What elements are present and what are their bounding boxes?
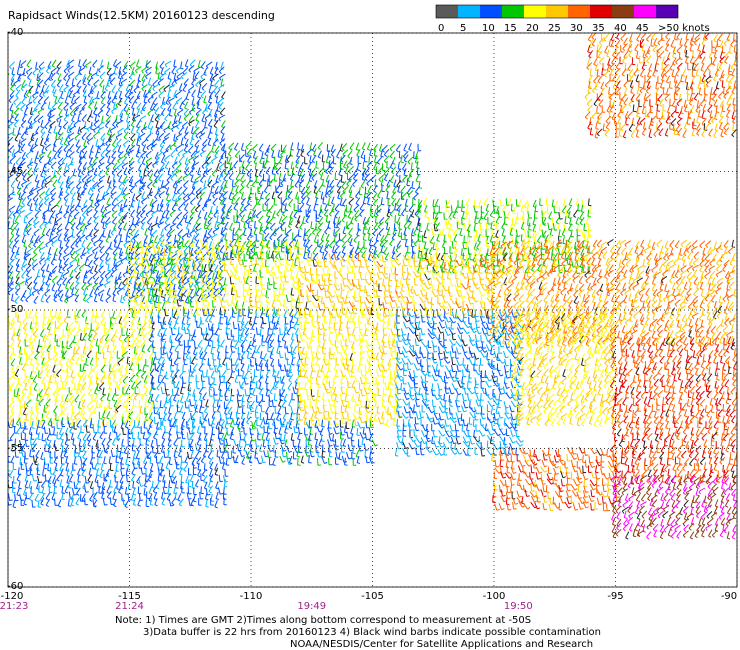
wind-region [609,336,737,485]
wind-region [295,308,402,427]
colorbar: 0 5 10 15 20 25 30 35 40 45 >50 knots [435,4,710,34]
colorbar-label: 10 [482,23,495,34]
colorbar-label: 30 [570,23,583,34]
wind-region [297,253,498,318]
wind-region [486,238,737,347]
wind-region [610,474,737,540]
y-tick-label: -45 [7,165,24,177]
colorbar-swatch [656,5,678,18]
colorbar-label: 15 [504,23,517,34]
wind-region [223,419,379,467]
colorbar-swatch [590,5,612,18]
wind-region [491,446,622,512]
x-tick-label: -105 [361,591,384,602]
x-tick-label: -115 [118,591,141,602]
wind-region [511,308,616,428]
colorbar-label: 0 [438,23,444,34]
wind-region [584,33,737,139]
colorbar-swatch [502,5,524,18]
colorbar-label: >50 knots [658,23,710,34]
note-line-1: Note: 1) Times are GMT 2)Times along bot… [115,615,532,626]
x-tick-label: -110 [239,591,263,602]
pass-time-label: 21:24 [115,601,144,612]
x-tick-label: -95 [607,591,624,602]
colorbar-label: 45 [636,23,649,34]
note-line-3: NOAA/NESDIS/Center for Satellite Applica… [290,639,594,650]
colorbar-label: 25 [548,23,561,34]
colorbar-swatch [612,5,634,18]
colorbar-swatch [524,5,546,18]
colorbar-swatch [436,5,458,18]
colorbar-swatch [458,5,480,18]
colorbar-swatch [546,5,568,18]
colorbar-label: 20 [526,23,539,34]
colorbar-swatch [480,5,502,18]
colorbar-label: 5 [460,23,466,34]
wind-region [8,59,227,305]
wind-barbs-layer [8,33,737,540]
y-tick-label: -60 [7,581,24,592]
colorbar-swatch [568,5,590,18]
note-line-2: 3)Data buffer is 22 hrs from 20160123 4)… [143,627,601,638]
wind-region [394,308,525,457]
pass-time-label: 19:50 [503,601,533,612]
x-tick-label: -90 [720,591,738,602]
pass-time-label: 21:23 [0,601,29,612]
plot-frame [7,32,738,588]
y-tick-label: -55 [7,442,24,454]
y-tick-label: -50 [7,304,24,315]
y-tick-label: -40 [7,27,24,38]
wind-region [148,308,303,428]
x-tick-label: -120 [0,591,24,602]
colorbar-label: 40 [614,23,627,34]
wind-region [415,197,594,275]
wind-region [125,239,304,317]
colorbar-label: 35 [592,23,605,34]
wind-region [8,419,229,509]
pass-time-label: 19:49 [297,601,327,612]
colorbar-swatch [634,5,656,18]
wind-region [8,308,156,428]
x-tick-label: -100 [482,591,506,602]
wind-region [220,141,423,261]
chart-title: Rapidsact Winds(12.5KM) 20160123 descend… [8,9,275,22]
